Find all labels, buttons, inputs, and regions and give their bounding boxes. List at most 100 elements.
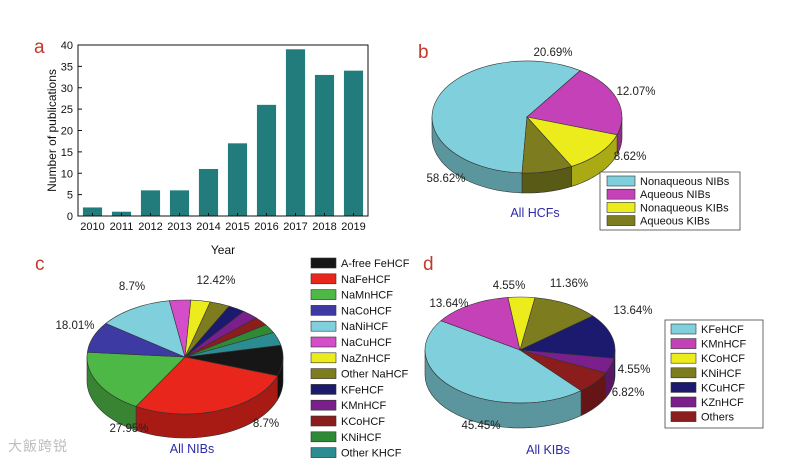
c-percent-label: 8.7% xyxy=(119,281,145,293)
c-legend-swatch xyxy=(310,352,337,364)
panel-d-pie-chart: d 45.45% 13.64% 4.55% 11.36% 13.64% 4.55% 6.82%… xyxy=(423,254,764,457)
c-legend-swatch xyxy=(310,431,337,443)
d-legend-label: KCoHCF xyxy=(701,353,745,365)
bar-2010 xyxy=(82,207,103,216)
d-legend-label: KFeHCF xyxy=(701,324,744,336)
d-legend-label: KCuHCF xyxy=(701,382,745,394)
bar-2012 xyxy=(140,190,161,216)
c-slice-other-khcf xyxy=(184,332,282,358)
b-percent-label: 12.07% xyxy=(616,86,655,98)
c-legend-swatch xyxy=(310,257,337,269)
panel-b-pie-chart: b 58.62% 20.69% 12.07% 8.62% All HCFs Nonaqueo… xyxy=(418,42,741,231)
b-legend-label: Aqueous KIBs xyxy=(640,216,710,228)
b-percent-label: 8.62% xyxy=(614,151,647,163)
c-legend-swatch xyxy=(310,399,337,411)
c-legend-label: Other KHCF xyxy=(341,448,402,460)
c-legend-label: KMnHCF xyxy=(341,400,387,412)
c-legend-label: A-free FeHCF xyxy=(341,258,410,270)
b-legend-label: Nonaqueous NIBs xyxy=(640,176,730,188)
d-slice-kfehcf xyxy=(424,320,582,404)
c-legend-label: NaZnHCF xyxy=(341,353,391,365)
d-percent-label: 4.55% xyxy=(493,280,526,292)
d-percent-label: 6.82% xyxy=(612,387,645,399)
c-legend-swatch xyxy=(310,289,337,300)
bar-2014 xyxy=(198,168,219,216)
d-legend-label: Others xyxy=(701,412,735,424)
b-legend-swatch xyxy=(606,188,636,200)
c-legend-label: Other NaHCF xyxy=(341,369,409,381)
d-legend-label: KNiHCF xyxy=(701,368,742,380)
x-tick-label: 2016 xyxy=(254,221,278,233)
d-percent-label: 13.64% xyxy=(613,305,652,317)
d-legend-swatch xyxy=(670,352,697,364)
c-percent-label: 27.95% xyxy=(109,423,148,435)
c-slice-namnhcf xyxy=(86,351,186,407)
c-legend-swatch xyxy=(310,368,337,379)
b-legend-swatch xyxy=(606,175,636,187)
x-tick-label: 2015 xyxy=(225,221,249,233)
b-caption: All HCFs xyxy=(510,206,559,220)
d-percent-label: 45.45% xyxy=(461,420,500,432)
c-legend-swatch xyxy=(310,273,337,285)
y-tick-label: 35 xyxy=(61,61,73,73)
x-tick-label: 2017 xyxy=(283,221,307,233)
c-legend-label: NaNiHCF xyxy=(341,321,388,333)
d-slice-others xyxy=(519,349,607,391)
c-slice-nanihcf xyxy=(105,300,186,358)
panel-c-pie-chart: c 8.7% 27.95% 18.01% 8.7% 12.42% All NIBs A-fre… xyxy=(35,254,410,460)
c-slice-nafehcf xyxy=(135,356,278,415)
x-axis-title: Year xyxy=(211,243,235,257)
x-tick-label: 2012 xyxy=(138,221,162,233)
x-tick-label: 2014 xyxy=(196,221,220,233)
x-tick-label: 2011 xyxy=(110,221,134,233)
b-slice-nonaqueous-nibs xyxy=(431,60,581,174)
b-legend-label: Aqueous NIBs xyxy=(640,189,711,201)
c-legend-label: KNiHCF xyxy=(341,432,382,444)
y-tick-label: 30 xyxy=(61,83,73,95)
x-tick-label: 2018 xyxy=(312,221,336,233)
b-percent-label: 58.62% xyxy=(426,173,465,185)
d-legend-swatch xyxy=(670,367,697,379)
b-percent-label: 20.69% xyxy=(533,47,572,59)
d-legend-swatch xyxy=(670,411,697,422)
bar-2017 xyxy=(285,49,306,217)
panel-letter-c: c xyxy=(35,254,45,275)
d-legend-swatch xyxy=(670,396,697,408)
bar-2013 xyxy=(169,190,190,216)
c-percent-label: 18.01% xyxy=(55,320,94,332)
bar-2015 xyxy=(227,143,248,216)
b-legend-swatch xyxy=(606,202,636,213)
c-legend-swatch xyxy=(310,447,337,458)
y-tick-label: 40 xyxy=(61,40,73,52)
c-legend-label: KCoHCF xyxy=(341,416,385,428)
c-legend-label: NaFeHCF xyxy=(341,274,391,286)
y-tick-label: 10 xyxy=(61,168,73,180)
y-axis-title: Number of publications xyxy=(45,69,59,192)
x-tick-label: 2013 xyxy=(167,221,191,233)
d-legend-swatch xyxy=(670,382,697,393)
y-tick-label: 5 xyxy=(67,190,73,202)
d-percent-label: 13.64% xyxy=(429,298,468,310)
x-tick-label: 2019 xyxy=(341,221,365,233)
c-legend-swatch xyxy=(310,320,337,332)
bar-2016 xyxy=(256,104,277,216)
c-legend-swatch xyxy=(310,384,337,395)
y-tick-label: 20 xyxy=(61,126,73,138)
d-slice-kmnhcf xyxy=(440,297,521,351)
c-legend-label: NaMnHCF xyxy=(341,290,393,302)
x-tick-label: 2010 xyxy=(80,221,104,233)
d-percent-label: 4.55% xyxy=(618,364,651,376)
panel-letter-b: b xyxy=(418,42,429,63)
d-slice-knihcf xyxy=(519,297,594,351)
d-legend-label: KZnHCF xyxy=(701,397,744,409)
d-percent-label: 11.36% xyxy=(550,278,588,290)
c-caption: All NIBs xyxy=(170,442,214,456)
c-legend-label: NaCoHCF xyxy=(341,305,392,317)
panel-letter-a: a xyxy=(34,37,45,58)
bar-2018 xyxy=(314,74,335,216)
c-legend-swatch xyxy=(310,305,337,316)
b-slice-aqueous-nibs xyxy=(526,70,623,136)
c-legend-swatch xyxy=(310,415,337,427)
watermark-text: 大飯跨锐 xyxy=(8,439,68,455)
